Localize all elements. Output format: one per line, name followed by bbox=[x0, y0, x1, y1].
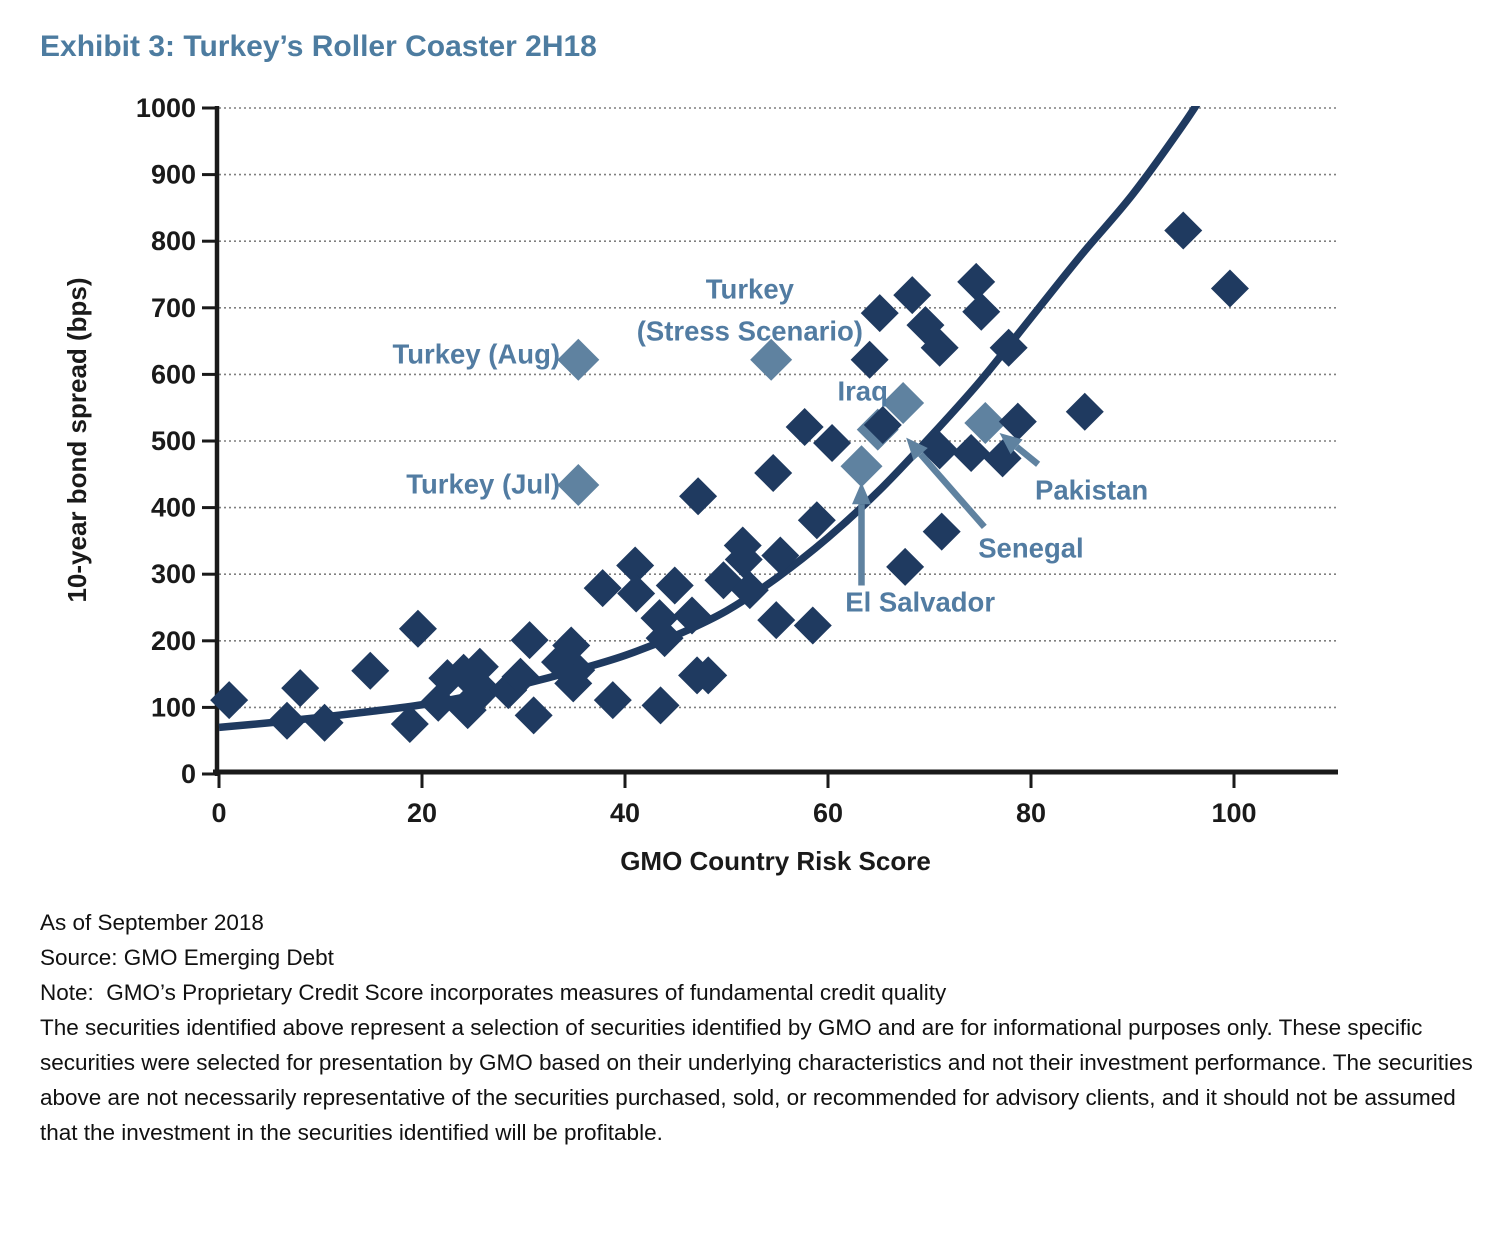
highlight-diamond bbox=[750, 338, 793, 381]
y-tick-label: 800 bbox=[151, 226, 196, 256]
data-point-diamond bbox=[514, 696, 553, 735]
chart-footnotes: As of September 2018 Source: GMO Emergin… bbox=[40, 905, 1478, 1150]
data-point-diamond bbox=[730, 571, 769, 610]
data-point-diamond bbox=[989, 328, 1028, 367]
data-point-diamond bbox=[593, 681, 632, 720]
footer-source: Source: GMO Emerging Debt bbox=[40, 945, 334, 970]
y-tick-label: 900 bbox=[151, 160, 196, 190]
data-point-diamond bbox=[463, 671, 502, 710]
data-point-diamond bbox=[962, 292, 1001, 331]
data-point-diamond bbox=[268, 701, 307, 740]
footer-note: Note: GMO’s Proprietary Credit Score inc… bbox=[40, 980, 947, 1005]
y-axis-title: 10-year bond spread (bps) bbox=[62, 277, 92, 602]
data-point-diamond bbox=[724, 540, 763, 579]
data-point-diamond bbox=[554, 664, 593, 703]
highlight-diamond bbox=[840, 445, 883, 488]
annotation-arrowhead bbox=[999, 433, 1023, 455]
data-point-diamond bbox=[793, 606, 832, 645]
data-point-diamond bbox=[305, 703, 344, 742]
x-tick-label: 40 bbox=[610, 798, 640, 828]
data-point-diamond bbox=[281, 669, 320, 708]
data-point-diamond bbox=[860, 294, 899, 333]
annotation-arrowhead bbox=[851, 482, 871, 505]
y-tick-label: 100 bbox=[151, 692, 196, 722]
annotation-arrow bbox=[918, 452, 987, 530]
data-point-diamond bbox=[998, 402, 1037, 441]
data-point-diamond bbox=[1065, 392, 1104, 431]
data-point-diamond bbox=[616, 546, 655, 585]
data-point-diamond bbox=[797, 501, 836, 540]
y-tick-label: 500 bbox=[151, 426, 196, 456]
data-point-diamond bbox=[655, 566, 694, 605]
data-point-diamond bbox=[689, 656, 728, 695]
data-point-diamond bbox=[351, 651, 390, 690]
x-tick-label: 100 bbox=[1211, 798, 1256, 828]
annotation-label-iraq: Iraq bbox=[837, 375, 887, 406]
data-point-diamond bbox=[510, 621, 549, 660]
footer-as-of: As of September 2018 bbox=[40, 910, 264, 935]
annotation-arrow bbox=[1014, 444, 1041, 467]
x-tick-label: 0 bbox=[211, 798, 226, 828]
y-tick-label: 200 bbox=[151, 626, 196, 656]
data-point-diamond bbox=[757, 601, 796, 640]
data-point-diamond bbox=[850, 340, 889, 379]
x-tick-label: 80 bbox=[1016, 798, 1046, 828]
highlight-diamond bbox=[882, 382, 925, 425]
y-tick-label: 1000 bbox=[136, 93, 196, 123]
data-point-diamond bbox=[210, 681, 249, 720]
annotation-label-turkey-jul: Turkey (Jul) bbox=[406, 469, 560, 500]
highlight-diamond bbox=[964, 402, 1007, 445]
data-point-diamond bbox=[813, 423, 852, 462]
data-point-diamond bbox=[754, 453, 793, 492]
annotation-label-turkey-stress: (Stress Scenario) bbox=[637, 315, 863, 346]
data-point-diamond bbox=[645, 619, 684, 658]
x-tick-label: 60 bbox=[813, 798, 843, 828]
page-title: Exhibit 3: Turkey’s Roller Coaster 2H18 bbox=[40, 30, 597, 63]
data-point-diamond bbox=[679, 477, 718, 516]
annotation-label-senegal: Senegal bbox=[978, 533, 1083, 564]
data-point-diamond bbox=[886, 547, 925, 586]
data-point-diamond bbox=[641, 686, 680, 725]
data-point-diamond bbox=[920, 431, 959, 470]
data-point-diamond bbox=[952, 433, 991, 472]
x-tick-label: 20 bbox=[407, 798, 437, 828]
data-point-diamond bbox=[920, 328, 959, 367]
highlight-diamond bbox=[557, 463, 600, 506]
scatter-chart: 0 100 200 300 400 500 600 700 800 900 1000 0 20 40 60 8… bbox=[62, 93, 1338, 876]
data-point-diamond bbox=[1164, 211, 1203, 250]
data-point-diamond bbox=[489, 671, 528, 710]
data-point-diamond bbox=[583, 569, 622, 608]
highlight-diamond bbox=[557, 338, 600, 381]
footer-disclaimer: The securities identified above represen… bbox=[40, 1015, 1480, 1145]
annotation-label-turkey-stress: Turkey bbox=[706, 273, 795, 304]
data-point-diamond bbox=[501, 657, 540, 696]
annotation-label-turkey-aug: Turkey (Aug) bbox=[392, 339, 560, 370]
y-tick-label: 700 bbox=[151, 293, 196, 323]
data-point-diamond bbox=[390, 705, 429, 744]
y-tick-label: 300 bbox=[151, 559, 196, 589]
x-axis-title: GMO Country Risk Score bbox=[620, 846, 931, 876]
data-point-diamond bbox=[1210, 269, 1249, 308]
trend-line bbox=[218, 106, 1201, 732]
data-point-diamond bbox=[672, 596, 711, 635]
y-tick-label: 0 bbox=[181, 759, 196, 789]
y-tick-label: 400 bbox=[151, 493, 196, 523]
annotation-arrowhead bbox=[906, 437, 928, 461]
annotation-label-pakistan: Pakistan bbox=[1035, 475, 1148, 506]
data-point-diamond bbox=[761, 536, 800, 575]
y-tick-label: 600 bbox=[151, 359, 196, 389]
data-point-diamond bbox=[552, 626, 591, 665]
data-point-diamond bbox=[957, 262, 996, 301]
data-point-diamond bbox=[460, 647, 499, 686]
data-point-diamond bbox=[785, 408, 824, 447]
data-point-diamond bbox=[617, 574, 656, 613]
data-point-diamond bbox=[922, 512, 961, 551]
annotation-label-el-salvador: El Salvador bbox=[845, 586, 995, 617]
data-point-diamond bbox=[398, 609, 437, 648]
data-point-diamond bbox=[863, 406, 902, 445]
data-point-diamond bbox=[893, 276, 932, 315]
